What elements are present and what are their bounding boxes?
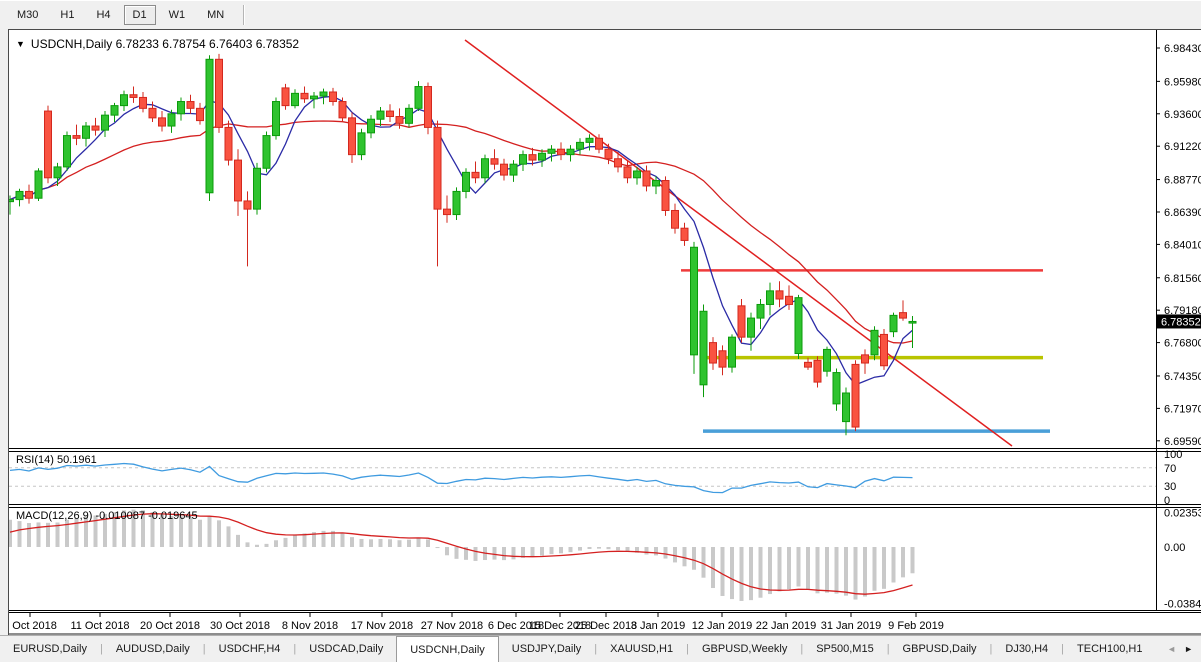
timeframe-toolbar: M30 H1 H4 D1 W1 MN xyxy=(0,0,1201,29)
tab-separator: | xyxy=(800,643,804,655)
tab-gbpusd-weekly[interactable]: GBPUSD,Weekly xyxy=(701,643,788,655)
svg-text:31 Jan 2019: 31 Jan 2019 xyxy=(821,620,882,632)
symbol-menu-icon[interactable]: ▼ xyxy=(16,39,25,49)
rsi-indicator-label: RSI(14) 50.1961 xyxy=(16,454,97,466)
svg-text:6 Dec 2018: 6 Dec 2018 xyxy=(488,620,544,632)
macd-axis[interactable]: 0.023534 0.00 -0.038466 xyxy=(1164,507,1201,610)
tab-usdchf-h4[interactable]: USDCHF,H4 xyxy=(218,643,281,655)
svg-text:-0.038466: -0.038466 xyxy=(1164,599,1201,611)
svg-text:17 Nov 2018: 17 Nov 2018 xyxy=(351,620,413,632)
svg-text:6.69590: 6.69590 xyxy=(1164,436,1201,448)
current-price-tag: 6.78352 xyxy=(1157,314,1201,329)
svg-text:2 Oct 2018: 2 Oct 2018 xyxy=(9,620,57,632)
svg-text:22 Jan 2019: 22 Jan 2019 xyxy=(756,620,817,632)
svg-text:6.93600: 6.93600 xyxy=(1164,109,1201,121)
timeframe-button-M30[interactable]: M30 xyxy=(17,9,39,21)
tab-scroll-right-icon[interactable]: ► xyxy=(1184,644,1193,654)
tab-audusd-daily[interactable]: AUDUSD,Daily xyxy=(115,643,190,655)
tab-gbpusd-daily[interactable]: GBPUSD,Daily xyxy=(902,643,977,655)
chart-window: 6.98430 6.95980 6.93600 6.91220 6.88770 6.863… xyxy=(8,29,1201,635)
tab-usdcnh-daily[interactable]: USDCNH,Daily xyxy=(396,636,499,662)
svg-text:0: 0 xyxy=(1164,495,1170,507)
svg-text:6.76800: 6.76800 xyxy=(1164,338,1201,350)
svg-text:6.78352: 6.78352 xyxy=(1161,316,1201,328)
tab-dj30-h4[interactable]: DJ30,H4 xyxy=(1005,643,1049,655)
svg-text:30: 30 xyxy=(1164,481,1176,493)
macd-indicator-label: MACD(12,26,9) -0.010087 -0.019645 xyxy=(16,510,198,522)
tab-eurusd-daily[interactable]: EURUSD,Daily xyxy=(13,643,87,655)
svg-text:6.88770: 6.88770 xyxy=(1164,175,1201,187)
trendline[interactable] xyxy=(464,39,1013,447)
svg-text:9 Feb 2019: 9 Feb 2019 xyxy=(888,620,944,632)
svg-text:70: 70 xyxy=(1164,463,1176,475)
tab-separator: | xyxy=(594,643,598,655)
svg-text:15 Dec 2018: 15 Dec 2018 xyxy=(529,620,591,632)
tab-usdjpy-daily[interactable]: USDJPY,Daily xyxy=(511,643,582,655)
time-axis[interactable]: 2 Oct 2018 11 Oct 2018 20 Oct 2018 30 Oct 2… xyxy=(9,613,944,632)
svg-text:6.74350: 6.74350 xyxy=(1164,371,1201,383)
macd-histogram xyxy=(9,509,915,601)
ma-slow-line[interactable] xyxy=(9,120,913,344)
svg-text:100: 100 xyxy=(1164,449,1182,461)
svg-text:8 Nov 2018: 8 Nov 2018 xyxy=(282,620,338,632)
chart-canvas[interactable]: 6.98430 6.95980 6.93600 6.91220 6.88770 6.863… xyxy=(9,30,1201,636)
svg-text:6.71970: 6.71970 xyxy=(1164,403,1201,415)
svg-text:0.00: 0.00 xyxy=(1164,542,1185,554)
svg-text:6.84010: 6.84010 xyxy=(1164,239,1201,251)
rsi-line[interactable] xyxy=(9,462,913,494)
tab-separator: | xyxy=(99,643,103,655)
timeframe-button-MN[interactable]: MN xyxy=(207,9,225,21)
tab-separator: | xyxy=(886,643,890,655)
tab-separator: | xyxy=(293,643,297,655)
chart-title-text: USDCNH,Daily 6.78233 6.78754 6.76403 6.7… xyxy=(30,37,300,51)
rsi-axis[interactable]: 100 70 30 0 xyxy=(1164,449,1182,507)
macd-signal-line[interactable] xyxy=(9,513,913,595)
svg-text:6.98430: 6.98430 xyxy=(1164,43,1201,55)
chart-title: ▼ USDCNH,Daily 6.78233 6.78754 6.76403 6… xyxy=(16,37,299,51)
svg-text:3 Jan 2019: 3 Jan 2019 xyxy=(631,620,685,632)
timeframe-button-W1[interactable]: W1 xyxy=(168,9,186,21)
pane-borders xyxy=(9,448,1201,635)
timeframe-button-H4[interactable]: H4 xyxy=(96,9,111,21)
svg-text:25 Dec 2018: 25 Dec 2018 xyxy=(575,620,637,632)
ma-fast-line[interactable] xyxy=(9,95,913,386)
svg-text:6.95980: 6.95980 xyxy=(1164,76,1201,88)
tab-separator: | xyxy=(686,643,689,655)
svg-text:6.79180: 6.79180 xyxy=(1164,305,1201,317)
timeframe-button-H1[interactable]: H1 xyxy=(60,9,75,21)
svg-text:6.81560: 6.81560 xyxy=(1164,273,1201,285)
svg-text:30 Oct 2018: 30 Oct 2018 xyxy=(210,620,270,632)
tab-usdcad-daily[interactable]: USDCAD,Daily xyxy=(309,643,384,655)
svg-text:0.023534: 0.023534 xyxy=(1164,507,1201,519)
price-axis[interactable]: 6.98430 6.95980 6.93600 6.91220 6.88770 6.863… xyxy=(1156,43,1201,448)
tab-separator: | xyxy=(202,643,206,655)
tab-sp500-m15[interactable]: SP500,M15 xyxy=(816,643,874,655)
svg-text:27 Nov 2018: 27 Nov 2018 xyxy=(421,620,483,632)
tab-tech100-h1[interactable]: TECH100,H1 xyxy=(1077,643,1143,655)
tab-scroll-left-icon[interactable]: ◄ xyxy=(1167,644,1177,654)
svg-text:12 Jan 2019: 12 Jan 2019 xyxy=(692,620,753,632)
rsi-level-lines xyxy=(9,467,1156,487)
svg-text:11 Oct 2018: 11 Oct 2018 xyxy=(70,620,129,632)
tab-separator: | xyxy=(1061,643,1065,655)
symbol-tabbar: EURUSD,Daily | AUDUSD,Daily | USDCHF,H4 | USDC… xyxy=(0,635,1201,662)
tab-separator: | xyxy=(989,643,993,655)
tab-xauusd-h1[interactable]: XAUUSD,H1 xyxy=(610,643,674,655)
timeframe-button-D1[interactable]: D1 xyxy=(123,5,156,25)
svg-text:6.91220: 6.91220 xyxy=(1164,141,1201,153)
svg-text:6.86390: 6.86390 xyxy=(1164,207,1201,219)
candles-layer[interactable] xyxy=(9,53,917,436)
toolbar-separator xyxy=(243,5,246,25)
svg-text:20 Oct 2018: 20 Oct 2018 xyxy=(140,620,200,632)
